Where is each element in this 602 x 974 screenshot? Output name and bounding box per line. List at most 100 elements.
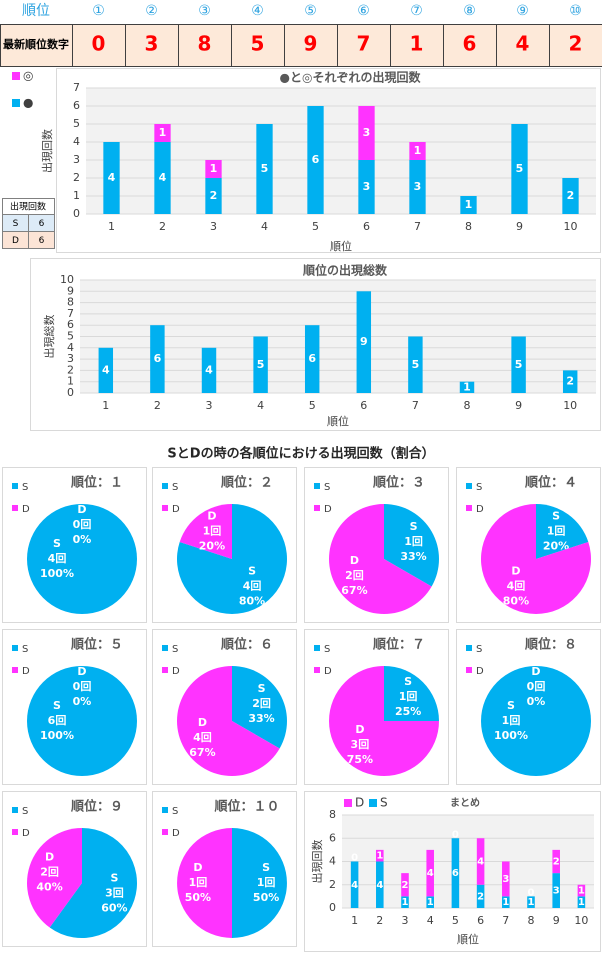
legend-label: D <box>476 666 484 677</box>
chart-title: 順位：６ <box>221 637 273 653</box>
digit-cell: 2 <box>569 32 583 56</box>
slice-label: D <box>198 716 207 729</box>
legend-label: S <box>380 796 388 810</box>
data-label: 4 <box>205 363 213 376</box>
slice-label: 50% <box>185 891 211 904</box>
x-tick-label: 4 <box>257 399 264 412</box>
y-tick-label: 2 <box>73 171 80 184</box>
table-cell <box>72 24 126 67</box>
header-cell: ④ <box>251 3 264 19</box>
legend-label: S <box>476 644 482 655</box>
data-label: 2 <box>567 189 575 202</box>
bar-segment <box>401 873 409 897</box>
x-tick-label: 9 <box>553 914 560 927</box>
y-tick-label: 1 <box>73 189 80 202</box>
slice-label: D <box>531 665 540 678</box>
x-tick-label: 7 <box>414 220 421 233</box>
pie-slice <box>384 666 439 721</box>
data-label: 2 <box>210 189 218 202</box>
legend-swatch <box>162 645 168 651</box>
slice-label: 0回 <box>73 679 92 693</box>
slice-label: 4回 <box>193 730 212 744</box>
slice-label: S <box>552 509 560 522</box>
pie-slice <box>536 504 589 559</box>
bar-segment <box>562 370 578 393</box>
bar-segment <box>476 884 485 908</box>
slice-label: 2回 <box>345 568 364 582</box>
x-tick-label: 10 <box>563 399 577 412</box>
data-label: 2 <box>477 891 484 902</box>
data-label: 1 <box>578 886 585 897</box>
y-axis-label: 出現回数 <box>40 129 54 173</box>
data-label: 6 <box>452 868 459 879</box>
digit-cell: 7 <box>357 32 371 56</box>
table-cell <box>549 24 602 67</box>
legend-label: S <box>476 482 482 493</box>
table-cell <box>28 231 55 249</box>
legend-swatch <box>466 667 472 673</box>
x-tick-label: 6 <box>360 399 367 412</box>
slice-label: 20% <box>543 539 569 552</box>
legend-swatch <box>314 505 320 511</box>
x-tick-label: 4 <box>261 220 268 233</box>
slice-label: 75% <box>347 753 373 766</box>
slice-label: 67% <box>189 746 215 759</box>
y-tick-label: 3 <box>73 153 80 166</box>
legend-swatch <box>162 483 168 489</box>
slice-label: D <box>45 850 54 863</box>
bar-segment <box>154 142 171 214</box>
slice-label: D <box>77 503 86 516</box>
bar-segment <box>205 160 222 178</box>
data-label: 1 <box>414 144 422 157</box>
pie-slice <box>232 828 287 938</box>
x-tick-label: 2 <box>376 914 383 927</box>
pie-slice <box>49 828 138 939</box>
data-label: 0 <box>528 887 535 898</box>
y-axis-label: 出現回数 <box>310 840 324 884</box>
slice-label: D <box>511 565 520 578</box>
legend-label: D <box>355 796 364 810</box>
x-tick-label: 8 <box>528 914 535 927</box>
slice-label: 1回 <box>203 523 222 537</box>
data-label: 3 <box>363 126 371 139</box>
x-tick-label: 9 <box>516 220 523 233</box>
slice-label: 100% <box>40 567 74 580</box>
y-tick-label: 6 <box>67 318 74 331</box>
legend-swatch <box>466 505 472 511</box>
chart-title: 順位：８ <box>525 637 577 653</box>
data-label: 2 <box>553 857 560 868</box>
x-tick-label: 6 <box>477 914 484 927</box>
slice-label: 0回 <box>527 679 546 693</box>
bar-segment <box>409 160 426 214</box>
x-tick-label: 5 <box>309 399 316 412</box>
bar-segment <box>552 849 560 874</box>
x-tick-label: 8 <box>464 399 471 412</box>
y-tick-label: 8 <box>329 808 336 821</box>
slice-label: D <box>350 554 359 567</box>
x-tick-label: 1 <box>102 399 109 412</box>
slice-label: 0% <box>527 695 546 708</box>
x-tick-label: 3 <box>402 914 409 927</box>
pie-slice <box>328 504 432 614</box>
slice-label: S <box>262 861 270 874</box>
bar-segment <box>356 291 372 393</box>
chart-title: 順位：７ <box>373 637 425 653</box>
table-cell-text: S <box>13 219 19 229</box>
pie-slice <box>481 666 591 776</box>
bar-segment <box>527 896 535 908</box>
data-label: 5 <box>516 162 524 175</box>
digit-cell: 8 <box>198 32 212 56</box>
data-label: 5 <box>412 358 420 371</box>
y-tick-label: 2 <box>67 363 74 376</box>
header-cell: ⑤ <box>304 3 317 19</box>
slice-label: 60% <box>101 902 127 915</box>
data-label: 5 <box>257 358 265 371</box>
pie-slice <box>232 666 287 749</box>
row-header: 最新順位数字 <box>3 37 69 51</box>
digit-cell: 5 <box>251 32 265 56</box>
x-tick-label: 2 <box>154 399 161 412</box>
y-tick-label: 3 <box>67 352 74 365</box>
data-label: 0 <box>351 853 358 864</box>
x-tick-label: 1 <box>108 220 115 233</box>
